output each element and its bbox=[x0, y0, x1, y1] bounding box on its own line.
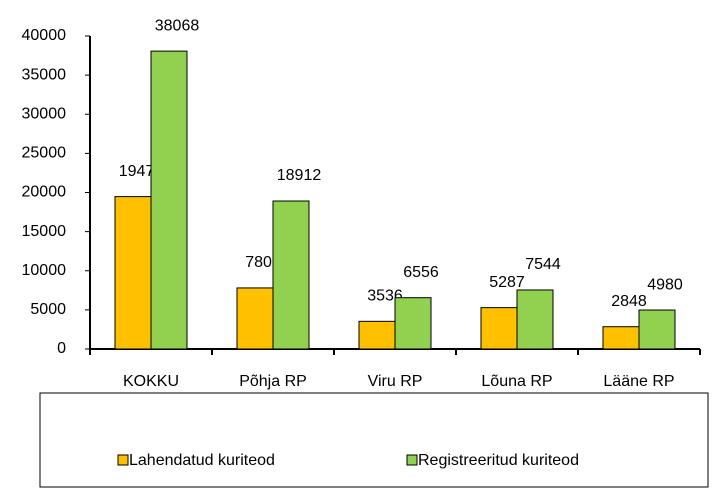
data-label: 5287 bbox=[489, 274, 525, 291]
bar bbox=[602, 326, 640, 350]
legend-box bbox=[39, 392, 709, 488]
bar bbox=[516, 289, 554, 350]
bar bbox=[480, 307, 518, 350]
bar bbox=[394, 297, 432, 350]
bar bbox=[638, 309, 676, 350]
x-tick-label: KOKKU bbox=[123, 373, 179, 390]
x-tick-label: Põhja RP bbox=[239, 373, 307, 390]
x-tick-label: Lõuna RP bbox=[481, 373, 552, 390]
data-label: 3536 bbox=[367, 288, 403, 305]
y-tick-label: 5000 bbox=[30, 301, 66, 318]
y-tick-label: 40000 bbox=[22, 27, 67, 44]
data-label: 6556 bbox=[403, 264, 439, 281]
y-tick-label: 30000 bbox=[22, 105, 67, 122]
x-tick-label: Viru RP bbox=[368, 373, 423, 390]
legend-label: Lahendatud kuriteod bbox=[129, 452, 275, 469]
bar bbox=[236, 287, 274, 350]
data-label: 38068 bbox=[155, 17, 200, 34]
bar bbox=[114, 196, 152, 350]
data-label: 7544 bbox=[525, 256, 561, 273]
y-tick-label: 20000 bbox=[22, 184, 67, 201]
bar bbox=[358, 320, 396, 350]
y-tick-label: 35000 bbox=[22, 66, 67, 83]
data-label: 4980 bbox=[647, 276, 683, 293]
legend-swatch bbox=[406, 454, 418, 466]
data-label: 18912 bbox=[277, 167, 322, 184]
y-tick-label: 25000 bbox=[22, 145, 67, 162]
legend-swatch bbox=[117, 454, 129, 466]
legend-label: Registreeritud kuriteod bbox=[418, 452, 579, 469]
y-tick-label: 0 bbox=[57, 340, 66, 357]
bar bbox=[150, 50, 188, 350]
data-label: 2848 bbox=[611, 293, 647, 310]
data-label: 7805 bbox=[245, 254, 281, 271]
y-tick-label: 10000 bbox=[22, 262, 67, 279]
bar bbox=[272, 200, 310, 350]
y-tick-label: 15000 bbox=[22, 223, 67, 240]
x-tick-label: Lääne RP bbox=[603, 373, 674, 390]
